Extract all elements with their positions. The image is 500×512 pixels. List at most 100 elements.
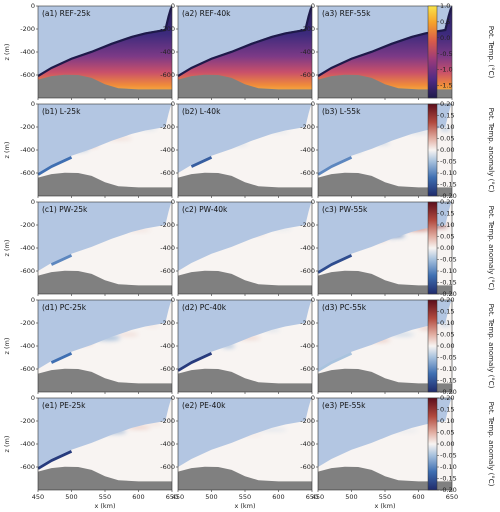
y-tick-label: 0: [31, 100, 35, 108]
colorbar-tick-label: 0.15: [440, 406, 454, 414]
colorbar-row-1: 1.0 0.5 0.0 -0.5 -1.0 -1.5 Pot. Temp. (°C): [427, 2, 495, 99]
ice-shelf: [318, 202, 452, 271]
panel-label: (a1) REF-25k: [42, 9, 91, 18]
y-axis-label: z (m): [3, 338, 11, 355]
ice-shelf: [38, 104, 172, 173]
y-axis-label: z (m): [3, 44, 11, 61]
colorbar-row-5: 0.20 0.15 0.10 0.05 0.00 -0.05 -0.10 -0.15 -0.20…: [427, 394, 495, 494]
panel-label: (b1) L-25k: [42, 107, 81, 116]
bedrock: [178, 172, 312, 196]
panel-label: (a2) REF-40k: [182, 9, 231, 18]
colorbar-tick-label: 0.05: [440, 331, 454, 339]
colorbar-tick-label: -0.20: [440, 388, 457, 396]
x-axis-label: x (km): [234, 502, 255, 510]
colorbar-tick-label: 0.00: [440, 146, 454, 154]
colorbar-tick-label: 0.10: [440, 221, 454, 229]
colorbar-row-2: 0.20 0.15 0.10 0.05 0.00 -0.05 -0.10 -0.15 -0.20…: [427, 100, 495, 200]
y-tick-label: 0: [171, 296, 175, 304]
panel-b2: (b2) L-40k 0 -200 -400 -600: [160, 100, 313, 198]
panel-label: (b3) L-55k: [322, 107, 361, 116]
y-tick-label: -200: [160, 123, 175, 131]
panel-label: (d1) PC-25k: [42, 303, 87, 312]
y-tick-label: -400: [160, 440, 175, 448]
anomaly-blob: [118, 333, 139, 336]
y-tick-label: -200: [300, 221, 315, 229]
y-tick-label: -400: [160, 244, 175, 252]
colorbar-tick-label: -1.5: [440, 82, 453, 90]
colorbar-label: Pot. Temp. anomaly (°C): [487, 402, 495, 487]
panel-e2: (e2) PE-40k 0 -200 -400 -600 450 500 550 600 650 x…: [160, 394, 318, 510]
y-tick-label: -600: [300, 267, 315, 275]
colorbar-tick-label: 0.10: [440, 123, 454, 131]
colorbar-tick-label: 0.0: [440, 34, 450, 42]
x-tick-label: 550: [239, 493, 251, 501]
colorbar: [427, 5, 438, 99]
bedrock: [38, 466, 172, 490]
y-tick-label: -400: [160, 48, 175, 56]
y-tick-label: 0: [311, 394, 315, 402]
colorbar-tick-label: 0.20: [440, 198, 454, 206]
colorbar-tick-label: -0.05: [440, 354, 457, 362]
bedrock: [318, 466, 452, 490]
y-tick-label: -600: [20, 169, 35, 177]
ice-shelf: [178, 300, 312, 369]
bedrock: [178, 270, 312, 294]
y-tick-label: -600: [160, 267, 175, 275]
ice-base-cold-layer: [38, 6, 172, 77]
panel-label: (b2) L-40k: [182, 107, 221, 116]
ice-shelf: [318, 104, 452, 173]
y-tick-label: -400: [20, 48, 35, 56]
colorbar-tick-label: 0.05: [440, 233, 454, 241]
x-tick-label: 650: [446, 493, 458, 501]
x-tick-label: 450: [32, 493, 44, 501]
panel-label: (d2) PC-40k: [182, 303, 227, 312]
ice-shelf: [178, 202, 312, 271]
ice-shelf: [318, 398, 452, 467]
colorbar-tick-label: 0.05: [440, 429, 454, 437]
colorbar-tick-label: -0.20: [440, 290, 457, 298]
colorbar-tick-label: -0.10: [440, 463, 457, 471]
anomaly-ice-front: [190, 155, 213, 168]
y-tick-label: 0: [31, 296, 35, 304]
x-tick-label: 450: [312, 493, 324, 501]
colorbar-tick-label: -0.15: [440, 377, 457, 385]
colorbar-tick-label: 0.15: [440, 308, 454, 316]
colorbar-tick-label: 0.05: [440, 135, 454, 143]
y-tick-label: -600: [300, 71, 315, 79]
anomaly-ice-front: [50, 253, 73, 266]
colorbar: [427, 397, 438, 491]
bedrock: [318, 74, 452, 98]
colorbar-tick-label: -0.10: [440, 267, 457, 275]
panel-label: (a3) REF-55k: [322, 9, 371, 18]
y-tick-label: 0: [171, 100, 175, 108]
y-tick-label: -200: [300, 417, 315, 425]
y-tick-label: 0: [311, 100, 315, 108]
ice-shelf: [38, 398, 172, 467]
y-tick-label: 0: [31, 2, 35, 10]
y-tick-label: -400: [20, 440, 35, 448]
colorbar-tick-label: -0.20: [440, 192, 457, 200]
bedrock: [178, 74, 312, 98]
x-tick-label: 650: [166, 493, 178, 501]
y-tick-label: -400: [160, 342, 175, 350]
y-axis-label: z (m): [3, 436, 11, 453]
y-tick-label: -400: [20, 146, 35, 154]
colorbar-tick-label: 0.20: [440, 394, 454, 402]
panel-e1: (e1) PE-25k 0 -200 -400 -600 450 500 550 600 650 z…: [3, 394, 178, 510]
y-tick-label: -200: [20, 25, 35, 33]
colorbar-tick-label: -0.5: [440, 50, 453, 58]
bedrock: [38, 368, 172, 392]
x-tick-label: 500: [65, 493, 77, 501]
x-tick-label: 600: [272, 493, 284, 501]
y-tick-label: 0: [171, 2, 175, 10]
colorbar-tick-label: 0.20: [440, 296, 454, 304]
y-tick-label: -600: [160, 463, 175, 471]
x-axis-label: x (km): [94, 502, 115, 510]
y-tick-label: 0: [311, 296, 315, 304]
panel-grid: (a1) REF-25k 0 -200 -400 -600 z (m) (a2) REF-4…: [3, 2, 458, 510]
panel-label: (c3) PW-55k: [322, 205, 368, 214]
ice-shelf: [178, 398, 312, 467]
anomaly-blob: [439, 323, 451, 326]
bedrock: [318, 368, 452, 392]
y-tick-label: -200: [300, 123, 315, 131]
